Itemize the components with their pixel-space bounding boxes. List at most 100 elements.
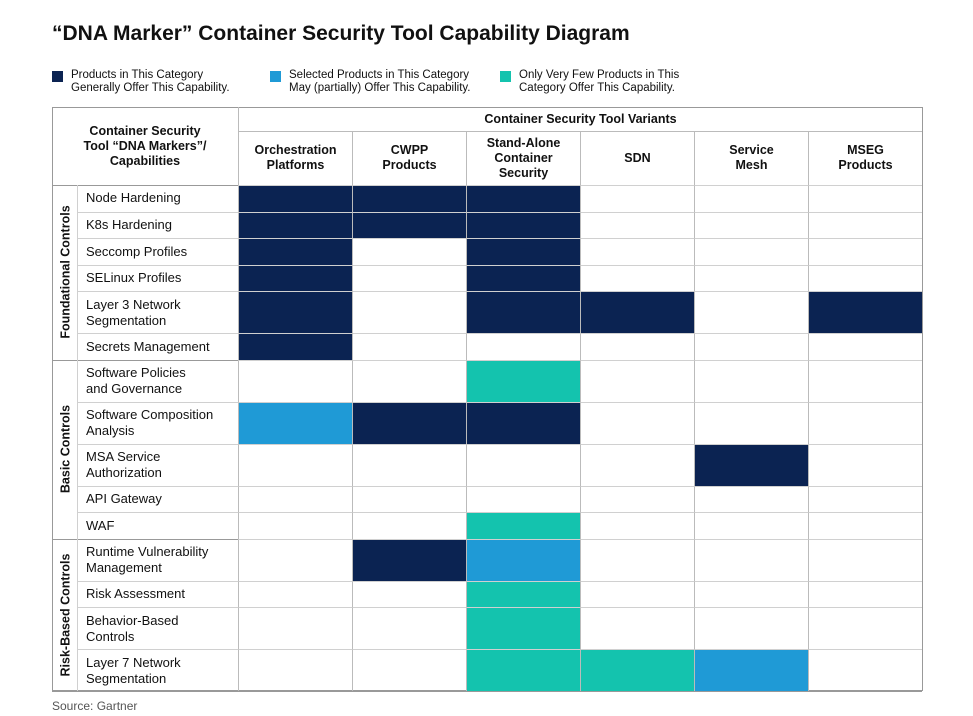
row-label: K8s Hardening — [78, 211, 238, 239]
capability-cell — [238, 359, 352, 402]
capability-cell — [238, 538, 352, 581]
capability-cell — [580, 649, 694, 691]
capability-cell — [466, 443, 580, 486]
header-line: Service — [729, 143, 774, 157]
capability-cell — [694, 607, 808, 649]
row-label-line: WAF — [86, 517, 115, 533]
legend-swatch — [500, 71, 511, 82]
header-line: SDN — [624, 150, 651, 165]
corner-header: Container Security Tool “DNA Markers”/Cap… — [52, 107, 238, 185]
capability-cell — [352, 401, 466, 444]
column-header: Stand-Alone Container Security — [466, 131, 580, 185]
capability-cell — [694, 333, 808, 360]
capability-cell — [580, 238, 694, 265]
capability-cell — [808, 185, 922, 212]
legend-swatch — [52, 71, 63, 82]
legend-text: Selected Products in This Category May (p… — [289, 69, 471, 95]
capability-cell — [352, 238, 466, 265]
capability-cell — [238, 238, 352, 265]
header-line: Tool “DNA Markers”/ — [83, 138, 207, 153]
header-line: Container Security — [89, 123, 201, 138]
legend-text: Products in This Category Generally Offer… — [71, 69, 230, 95]
capability-cell — [808, 649, 922, 691]
capability-cell — [466, 649, 580, 691]
title: “DNA Marker” Container Security Tool Cap… — [52, 22, 630, 45]
capability-cell — [808, 333, 922, 360]
capability-cell — [580, 485, 694, 512]
legend-text: Only Very Few Products in This Category O… — [519, 69, 679, 95]
group-label: Foundational Controls — [58, 205, 72, 339]
row-label-line: K8s Hardening — [86, 217, 172, 233]
row-label-line: Controls — [86, 628, 135, 644]
row-label-line: and Governance — [86, 380, 183, 396]
capability-cell — [580, 291, 694, 333]
capability-cell — [352, 291, 466, 333]
capability-cell — [466, 607, 580, 649]
header-line: Capabilities — [109, 153, 181, 168]
legend-line: Generally Offer This Capability. — [71, 82, 230, 94]
capability-cell — [466, 538, 580, 581]
group-label: Basic Controls — [58, 404, 72, 494]
capability-cell — [466, 359, 580, 402]
capability-cell — [808, 211, 922, 238]
column-header: MSEG Products — [808, 131, 922, 185]
capability-cell — [808, 401, 922, 444]
capability-cell — [352, 359, 466, 402]
capability-cell — [466, 211, 580, 238]
group-cell — [52, 538, 78, 691]
row-label: Secrets Management — [78, 333, 238, 360]
legend-line: May (partially) Offer This Capability. — [289, 82, 471, 94]
header-line: Security — [498, 165, 549, 180]
legend-line: Category Offer This Capability. — [519, 82, 675, 94]
row-label-line: Software Policies — [86, 364, 186, 380]
capability-cell — [238, 211, 352, 238]
row-label: MSA Service Authorization — [78, 443, 238, 486]
capability-cell — [352, 649, 466, 691]
capability-cell — [580, 580, 694, 607]
row-label: Layer 3 Network Segmentation — [78, 291, 238, 333]
h-line — [52, 691, 922, 692]
capability-cell — [694, 185, 808, 212]
row-label-line: API Gateway — [86, 491, 162, 507]
header-line: MSEG — [847, 143, 884, 157]
capability-cell — [580, 607, 694, 649]
capability-cell — [808, 512, 922, 539]
row-label: Risk Assessment — [78, 580, 238, 608]
capability-cell — [352, 538, 466, 581]
row-label-line: Management — [86, 559, 162, 575]
header-line: Stand-Alone — [486, 135, 561, 150]
capability-cell — [694, 443, 808, 486]
row-label-line: Runtime Vulnerability — [86, 543, 209, 559]
capability-cell — [238, 185, 352, 212]
row-label-line: Authorization — [86, 465, 162, 480]
column-header: CWPP Products — [352, 131, 466, 185]
capability-cell — [238, 443, 352, 486]
capability-cell — [466, 333, 580, 360]
legend-line: Only Very Few Products in This — [519, 69, 680, 81]
legend-line: Products in This Category — [71, 69, 204, 81]
capability-cell — [238, 649, 352, 691]
row-label-line: Software Composition — [86, 407, 214, 422]
capability-cell — [238, 333, 352, 360]
capability-cell — [694, 359, 808, 402]
row-label: Behavior-Based Controls — [78, 607, 238, 649]
source: Source: Gartner — [52, 699, 138, 713]
capability-cell — [808, 238, 922, 265]
capability-cell — [808, 538, 922, 581]
capability-cell — [466, 185, 580, 212]
capability-cell — [580, 333, 694, 360]
capability-cell — [352, 485, 466, 512]
header-line: Orchestration — [254, 143, 337, 157]
capability-cell — [694, 211, 808, 238]
legend-swatch — [270, 71, 281, 82]
capability-cell — [238, 512, 352, 539]
capability-cell — [238, 264, 352, 291]
row-label: SELinux Profiles — [78, 264, 238, 292]
variants-header: Container Security Tool Variants — [238, 107, 922, 131]
capability-cell — [694, 401, 808, 444]
row-label-line: Analysis — [86, 423, 135, 438]
capability-cell — [808, 607, 922, 649]
capability-cell — [580, 264, 694, 291]
column-header: Service Mesh — [694, 131, 808, 185]
